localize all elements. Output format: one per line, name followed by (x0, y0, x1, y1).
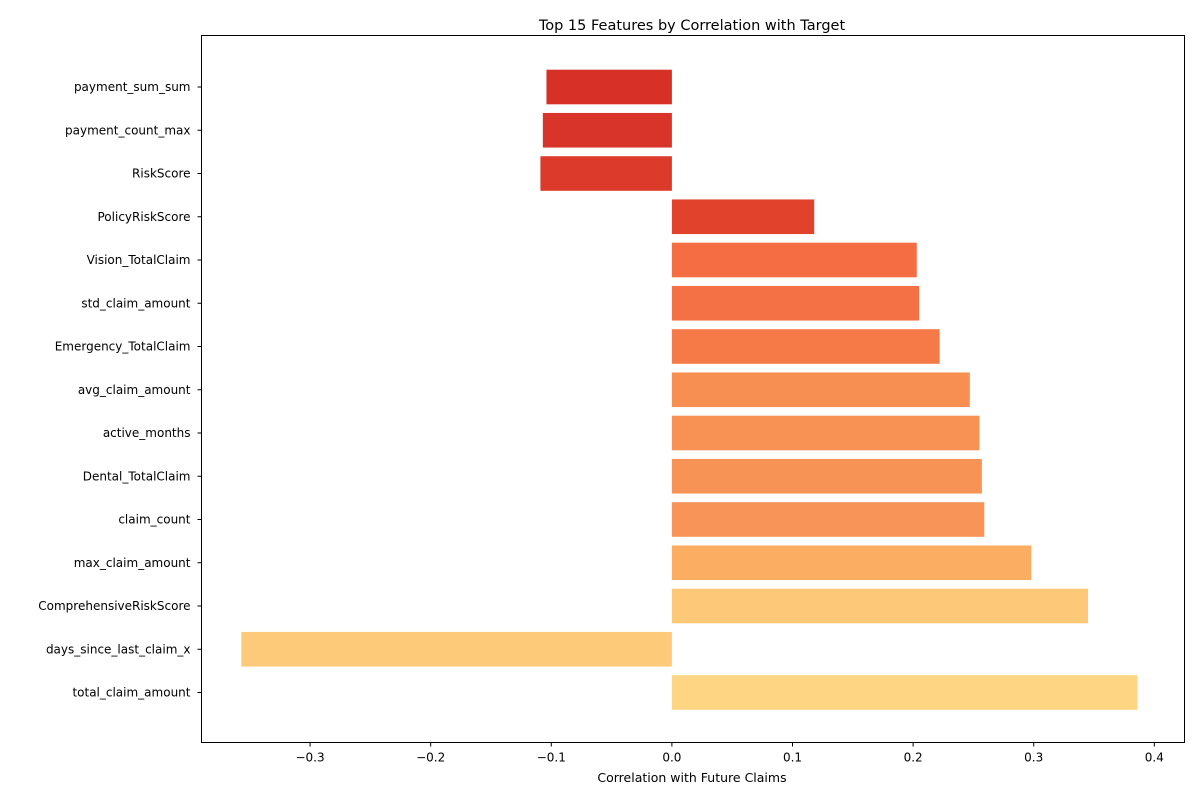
bar-days_since_last_claim_x (241, 631, 672, 667)
bar-max_claim_amount (671, 545, 1032, 581)
bar-Vision_TotalClaim (671, 242, 917, 278)
bar-total_claim_amount (671, 675, 1138, 710)
y-axis: payment_sum_sum payment_count_max RiskScor… (38, 80, 202, 700)
y-tick-label: PolicyRiskScore (98, 210, 191, 224)
y-tick-label: active_months (103, 426, 191, 440)
plot-frame (201, 35, 1185, 743)
y-tick-label: ComprehensiveRiskScore (38, 599, 190, 613)
x-tick-label: 0.3 (1024, 751, 1043, 765)
x-tick-label: 0.1 (783, 751, 802, 765)
y-tick-label: Emergency_TotalClaim (55, 340, 191, 354)
chart-title: Top 15 Features by Correlation with Targ… (538, 18, 846, 34)
x-tick-label: 0.0 (662, 751, 681, 765)
y-tick-label: RiskScore (132, 167, 190, 181)
y-tick-label: Dental_TotalClaim (83, 469, 191, 483)
bar-avg_claim_amount (671, 372, 970, 408)
y-tick-label: days_since_last_claim_x (46, 642, 191, 656)
bar-PolicyRiskScore (671, 199, 815, 235)
bars-group (241, 69, 1138, 710)
bar-Emergency_TotalClaim (671, 329, 940, 364)
x-axis-label: Correlation with Future Claims (597, 770, 786, 785)
x-tick-label: −0.2 (416, 751, 445, 765)
x-tick-label: −0.1 (537, 751, 566, 765)
bar-ComprehensiveRiskScore (671, 588, 1089, 624)
y-tick-label: payment_count_max (65, 123, 190, 137)
bar-RiskScore (540, 156, 672, 191)
bar-active_months (671, 415, 980, 451)
y-tick-label: std_claim_amount (81, 296, 190, 310)
bar-payment_sum_sum (546, 69, 672, 105)
y-tick-label: avg_claim_amount (78, 383, 191, 397)
bar-claim_count (671, 502, 985, 537)
x-tick-label: 0.4 (1145, 751, 1164, 765)
y-tick-label: max_claim_amount (74, 556, 191, 570)
y-tick-label: total_claim_amount (72, 686, 190, 700)
x-tick-label: −0.3 (295, 751, 324, 765)
bar-std_claim_amount (671, 285, 920, 321)
y-tick-label: Vision_TotalClaim (87, 253, 191, 267)
x-tick-label: 0.2 (904, 751, 923, 765)
x-axis: −0.3 −0.2 −0.1 0.0 0.1 0.2 0.3 0.4 (295, 742, 1164, 765)
bar-Dental_TotalClaim (671, 458, 982, 494)
bar-payment_count_max (542, 112, 672, 148)
y-tick-label: payment_sum_sum (74, 80, 191, 94)
y-tick-label: claim_count (118, 513, 190, 527)
